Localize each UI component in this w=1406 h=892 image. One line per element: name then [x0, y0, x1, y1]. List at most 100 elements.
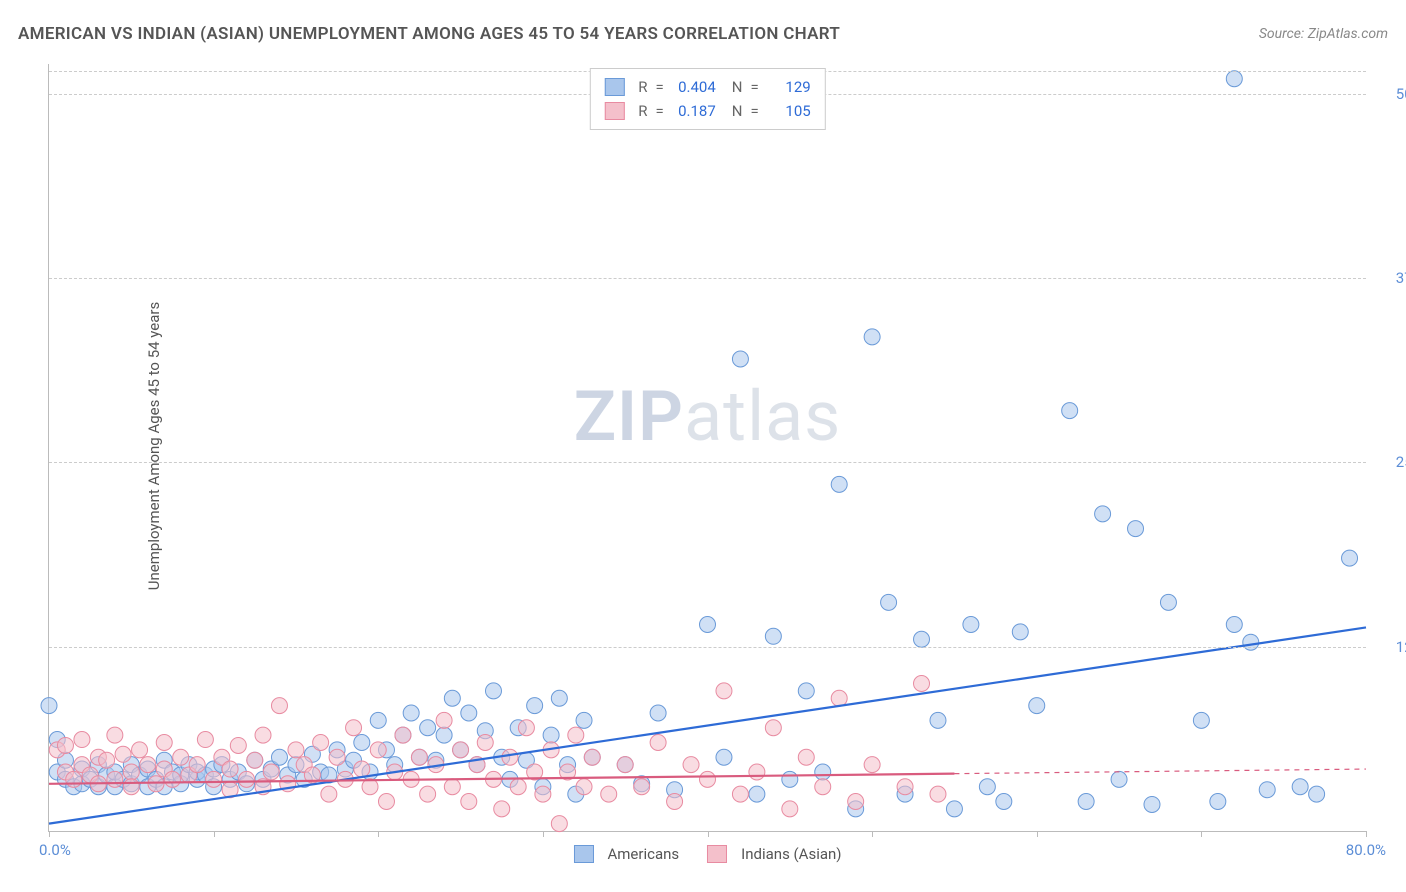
scatter-point — [996, 794, 1012, 810]
legend-label-indians: Indians (Asian) — [741, 845, 841, 863]
scatter-point — [765, 628, 781, 644]
scatter-point — [329, 749, 345, 765]
scatter-point — [1078, 794, 1094, 810]
scatter-point — [1292, 779, 1308, 795]
scatter-point — [1160, 594, 1176, 610]
scatter-point — [650, 705, 666, 721]
scatter-point — [494, 801, 510, 817]
scatter-point — [206, 771, 222, 787]
scatter-point — [848, 794, 864, 810]
plot-area: ZIPatlas R = 0.404 N = 129 R = 0.187 N =… — [48, 64, 1366, 832]
y-tick-label: 25.0% — [1376, 453, 1406, 471]
scatter-point — [782, 771, 798, 787]
scatter-point — [123, 779, 139, 795]
gridline — [49, 278, 1366, 279]
scatter-point — [881, 594, 897, 610]
scatter-point — [222, 761, 238, 777]
legend-row-americans: R = 0.404 N = 129 — [604, 75, 810, 99]
y-tick-label: 50.0% — [1376, 85, 1406, 103]
scatter-point — [765, 720, 781, 736]
scatter-point — [732, 351, 748, 367]
x-tick — [872, 831, 873, 837]
regression-line-dashed — [954, 769, 1366, 774]
r-label: R — [638, 99, 647, 123]
gridline — [49, 462, 1366, 463]
scatter-point — [321, 786, 337, 802]
scatter-point — [436, 712, 452, 728]
scatter-point — [436, 727, 452, 743]
scatter-point — [354, 735, 370, 751]
scatter-point — [403, 705, 419, 721]
scatter-point — [1226, 617, 1242, 633]
scatter-point — [930, 786, 946, 802]
scatter-point — [74, 732, 90, 748]
scatter-point — [107, 771, 123, 787]
scatter-point — [271, 749, 287, 765]
eq: = — [750, 75, 758, 99]
r-value-americans: 0.404 — [670, 75, 716, 99]
n-label: N — [732, 75, 743, 99]
chart-container: AMERICAN VS INDIAN (ASIAN) UNEMPLOYMENT … — [0, 0, 1406, 892]
x-tick — [1201, 831, 1202, 837]
scatter-point — [288, 742, 304, 758]
scatter-point — [700, 617, 716, 633]
n-value-americans: 129 — [765, 75, 811, 99]
legend-bottom: Americans Indians (Asian) — [573, 845, 841, 863]
eq: = — [656, 99, 664, 123]
scatter-point — [510, 779, 526, 795]
scatter-point — [930, 712, 946, 728]
legend-item-indians: Indians (Asian) — [707, 845, 841, 863]
swatch-americans — [604, 78, 624, 96]
scatter-point — [263, 764, 279, 780]
scatter-point — [1259, 782, 1275, 798]
scatter-point — [99, 752, 115, 768]
scatter-point — [189, 757, 205, 773]
scatter-point — [247, 752, 263, 768]
scatter-point — [576, 779, 592, 795]
legend-label-americans: Americans — [607, 845, 679, 863]
scatter-point — [815, 764, 831, 780]
scatter-point — [946, 801, 962, 817]
scatter-point — [543, 727, 559, 743]
scatter-point — [123, 764, 139, 780]
scatter-point — [461, 705, 477, 721]
scatter-point — [634, 779, 650, 795]
scatter-point — [914, 676, 930, 692]
scatter-point — [140, 757, 156, 773]
scatter-point — [551, 690, 567, 706]
x-tick — [708, 831, 709, 837]
chart-title: AMERICAN VS INDIAN (ASIAN) UNEMPLOYMENT … — [18, 24, 840, 44]
legend-item-americans: Americans — [573, 845, 679, 863]
scatter-point — [584, 749, 600, 765]
x-tick — [1366, 831, 1367, 837]
scatter-point — [1062, 403, 1078, 419]
scatter-point — [420, 720, 436, 736]
scatter-point — [1095, 506, 1111, 522]
scatter-point — [378, 794, 394, 810]
scatter-point — [568, 727, 584, 743]
scatter-point — [1144, 796, 1160, 812]
swatch-indians-bottom — [707, 845, 727, 863]
scatter-point — [798, 749, 814, 765]
scatter-point — [1210, 794, 1226, 810]
scatter-point — [115, 746, 131, 762]
scatter-point — [914, 631, 930, 647]
scatter-point — [798, 683, 814, 699]
scatter-point — [164, 771, 180, 787]
scatter-point — [749, 764, 765, 780]
scatter-point — [1226, 71, 1242, 87]
scatter-point — [395, 727, 411, 743]
scatter-point — [370, 712, 386, 728]
scatter-point — [411, 749, 427, 765]
scatter-point — [485, 683, 501, 699]
n-value-indians: 105 — [765, 99, 811, 123]
scatter-point — [831, 476, 847, 492]
scatter-point — [1012, 624, 1028, 640]
scatter-point — [453, 742, 469, 758]
scatter-point — [346, 720, 362, 736]
scatter-point — [444, 779, 460, 795]
scatter-point — [57, 737, 73, 753]
scatter-point — [41, 698, 57, 714]
n-label: N — [732, 99, 743, 123]
scatter-point — [518, 720, 534, 736]
